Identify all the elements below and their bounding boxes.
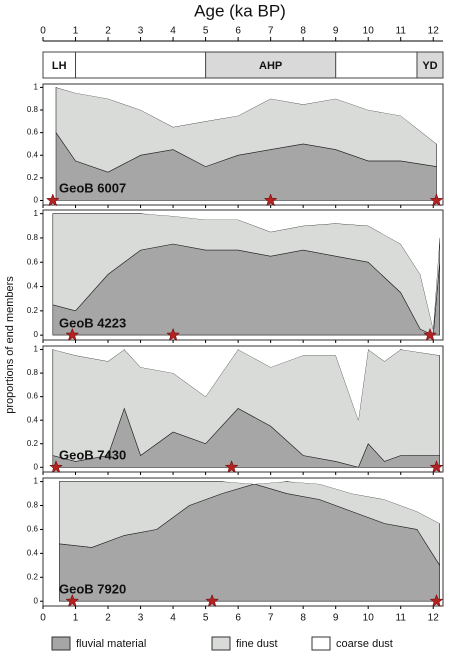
date-star	[429, 460, 444, 474]
axis-title: Age (ka BP)	[194, 1, 286, 20]
y-tick-label: 0.8	[27, 105, 39, 114]
x-tick-label: 12	[428, 613, 440, 624]
area	[59, 481, 440, 524]
period-label: YD	[422, 60, 437, 72]
panel-border	[42, 83, 444, 206]
y-tick-label: 0.2	[27, 572, 39, 581]
period-box	[205, 51, 337, 79]
y-tick-label: 1	[34, 209, 39, 218]
y-tick-label: 1	[34, 345, 39, 354]
date-star	[45, 193, 60, 207]
y-axis-label: proportions of end members	[4, 276, 16, 414]
x-tick-label: 11	[396, 613, 407, 624]
legend-swatch	[311, 636, 331, 651]
x-tick-label: 5	[203, 613, 209, 624]
panel-border	[42, 477, 444, 607]
date-star	[65, 593, 80, 608]
x-tick-label: 1	[73, 26, 79, 37]
y-tick-label: 0.8	[27, 368, 39, 377]
period-label: LH	[52, 60, 67, 72]
x-tick-label: 4	[170, 26, 176, 37]
date-star	[263, 193, 278, 207]
y-tick-label: 0.4	[27, 548, 39, 557]
panel-label: GeoB 6007	[59, 180, 126, 195]
y-tick-label: 0	[34, 196, 39, 205]
x-tick-label: 11	[396, 26, 407, 37]
x-tick-label: 6	[235, 613, 241, 624]
y-tick-label: 0.4	[27, 415, 39, 424]
date-star	[205, 593, 219, 608]
x-tick-label: 2	[105, 26, 111, 37]
period-box	[416, 51, 444, 79]
x-tick-label: 9	[333, 26, 339, 37]
x-tick-label: 10	[363, 26, 375, 37]
area	[59, 481, 440, 567]
x-tick-label: 8	[300, 26, 306, 37]
x-tick-label: 8	[300, 613, 306, 624]
panel-label: GeoB 7430	[59, 447, 126, 462]
x-tick-label: 12	[428, 26, 440, 37]
y-tick-label: 0.6	[27, 392, 39, 401]
y-tick-label: 0	[34, 462, 39, 471]
panel-label: GeoB 4223	[59, 315, 126, 330]
period-label: AHP	[259, 60, 282, 72]
area	[52, 349, 440, 421]
legend-label: coarse dust	[336, 638, 393, 650]
y-tick-label: 0.4	[27, 150, 39, 159]
x-tick-label: 6	[235, 26, 241, 37]
date-star	[65, 327, 80, 341]
date-star	[166, 327, 180, 341]
x-tick-label: 7	[268, 26, 274, 37]
x-tick-label: 10	[363, 613, 375, 624]
y-tick-label: 0	[34, 596, 39, 605]
panel-label: GeoB 7920	[59, 581, 126, 596]
y-tick-label: 0.2	[27, 173, 39, 182]
y-tick-label: 0.6	[27, 257, 39, 266]
date-star	[49, 460, 63, 474]
legend-swatch	[51, 636, 71, 651]
x-tick-label: 3	[138, 613, 144, 624]
x-tick-label: 5	[203, 26, 209, 37]
x-tick-label: 9	[333, 613, 339, 624]
y-tick-label: 0.6	[27, 525, 39, 534]
y-tick-label: 0.4	[27, 282, 39, 291]
y-tick-label: 0.6	[27, 128, 39, 137]
y-tick-label: 1	[34, 83, 39, 92]
legend-label: fluvial material	[76, 638, 146, 650]
panel-border	[42, 209, 444, 341]
panel-border	[42, 345, 444, 473]
period-box	[42, 51, 77, 79]
x-tick-label: 3	[138, 26, 144, 37]
date-star	[429, 593, 444, 608]
y-tick-label: 0.8	[27, 501, 39, 510]
date-star	[224, 460, 239, 474]
x-tick-label: 0	[40, 613, 46, 624]
x-tick-label: 7	[268, 613, 274, 624]
x-tick-label: 4	[170, 613, 176, 624]
y-tick-label: 0	[34, 330, 39, 339]
legend-label: fine dust	[236, 638, 278, 650]
area	[52, 213, 440, 330]
y-tick-label: 0.8	[27, 233, 39, 242]
x-tick-label: 1	[73, 613, 79, 624]
x-tick-label: 2	[105, 613, 111, 624]
y-tick-label: 0.2	[27, 439, 39, 448]
area	[56, 87, 437, 144]
y-tick-label: 0.2	[27, 306, 39, 315]
y-tick-label: 1	[34, 477, 39, 486]
date-star	[423, 327, 437, 341]
x-tick-label: 0	[40, 26, 46, 37]
date-star	[429, 193, 444, 207]
legend-swatch	[211, 636, 231, 651]
